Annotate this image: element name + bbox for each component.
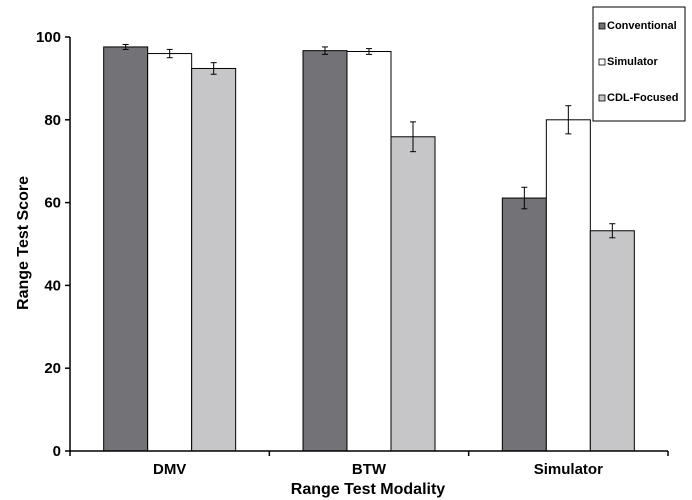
- legend-swatch: [598, 58, 606, 66]
- error-bar: [565, 105, 572, 135]
- error-bar: [322, 46, 328, 55]
- error-bar: [166, 48, 173, 59]
- error-bar: [521, 186, 528, 210]
- legend-swatch: [598, 22, 606, 30]
- error-bar: [122, 43, 129, 50]
- x-axis-title: Range Test Modality: [291, 481, 445, 498]
- y-tick-label: 80: [44, 112, 61, 129]
- error-bars-layer: [122, 43, 616, 239]
- y-tick-label: 20: [44, 360, 61, 377]
- bar-cdl-focused-simulator: [589, 230, 635, 452]
- y-axis-ticks: 0 20 40 60 80 100: [36, 29, 70, 460]
- bar-conventional-simulator: [501, 197, 547, 452]
- error-bar: [366, 48, 372, 55]
- x-tick-label: BTW: [352, 461, 387, 478]
- y-axis-title: Range Test Score: [15, 176, 32, 310]
- bar-conventional-dmv: [103, 46, 149, 452]
- x-axis-ticks: DMV BTW Simulator: [69, 451, 669, 478]
- error-bar: [609, 223, 616, 239]
- bar-cdl-focused-dmv: [191, 67, 237, 452]
- bar-cdl-focused-btw: [390, 136, 436, 452]
- bar-conventional-btw: [302, 50, 348, 452]
- x-tick-label: DMV: [153, 461, 186, 478]
- legend: Conventional Simulator CDL-Focused: [592, 6, 686, 122]
- legend-label: CDL-Focused: [607, 92, 679, 104]
- legend-swatch: [598, 94, 606, 102]
- legend-box: [592, 6, 686, 122]
- legend-label: Simulator: [607, 56, 658, 68]
- error-bar: [210, 62, 217, 75]
- bars-layer: [103, 46, 635, 452]
- bar-simulator-btw: [346, 50, 392, 452]
- error-bar: [410, 121, 416, 153]
- y-tick-label: 0: [53, 443, 61, 460]
- bar-simulator-simulator: [545, 119, 591, 452]
- y-tick-label: 100: [36, 29, 61, 46]
- x-tick-label: Simulator: [534, 461, 603, 478]
- legend-label: Conventional: [607, 20, 677, 32]
- y-tick-label: 60: [44, 195, 61, 212]
- bar-simulator-dmv: [147, 53, 193, 452]
- y-tick-label: 40: [44, 277, 61, 294]
